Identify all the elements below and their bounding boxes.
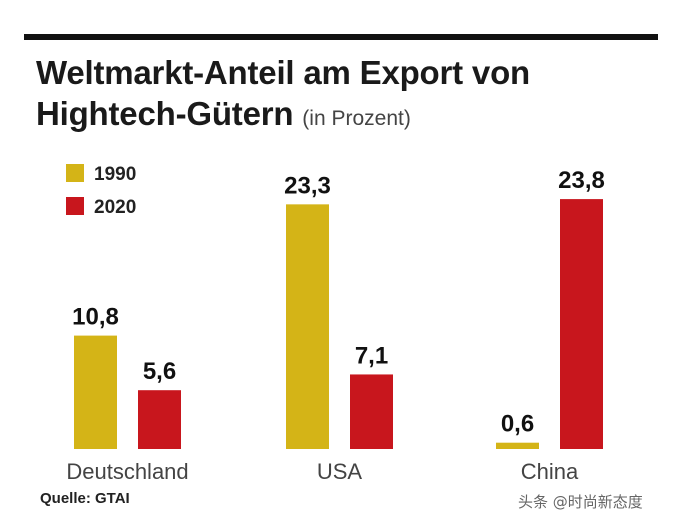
value-label-deutschland-1990: 10,8 <box>72 304 119 331</box>
value-labels: 10,8 23,3 0,6 5,6 7,1 23,8 <box>72 167 605 438</box>
chart-title-text: Weltmarkt-Anteil am Export von Hightech-… <box>36 54 530 132</box>
value-label-deutschland-2020: 5,6 <box>143 358 176 385</box>
bar-deutschland-1990 <box>74 335 117 449</box>
legend-label-2020: 2020 <box>94 197 136 218</box>
category-label-china: China <box>521 459 579 484</box>
chart-subtitle: (in Prozent) <box>302 107 411 130</box>
category-label-usa: USA <box>317 459 363 484</box>
chart-title: Weltmarkt-Anteil am Export von Hightech-… <box>36 52 656 139</box>
bar-usa-2020 <box>350 374 393 449</box>
bar-usa-1990 <box>286 204 329 449</box>
top-rule <box>24 34 658 40</box>
bar-china-1990 <box>496 442 539 449</box>
watermark: 头条 @时尚新态度 <box>518 493 643 511</box>
legend-swatch-2020 <box>66 197 84 215</box>
source-note: Quelle: GTAI <box>40 490 130 507</box>
value-label-china-1990: 0,6 <box>501 411 534 438</box>
value-label-china-2020: 23,8 <box>558 167 605 194</box>
category-label-deutschland: Deutschland <box>66 459 188 484</box>
category-labels: Deutschland USA China <box>66 459 579 484</box>
bar-deutschland-2020 <box>138 390 181 449</box>
legend-swatch-1990 <box>66 164 84 182</box>
bars <box>74 199 603 449</box>
value-label-usa-1990: 23,3 <box>284 172 331 199</box>
bar-china-2020 <box>560 199 603 449</box>
value-label-usa-2020: 7,1 <box>355 342 388 369</box>
legend-label-1990: 1990 <box>94 164 136 185</box>
legend: 1990 2020 <box>66 164 136 218</box>
